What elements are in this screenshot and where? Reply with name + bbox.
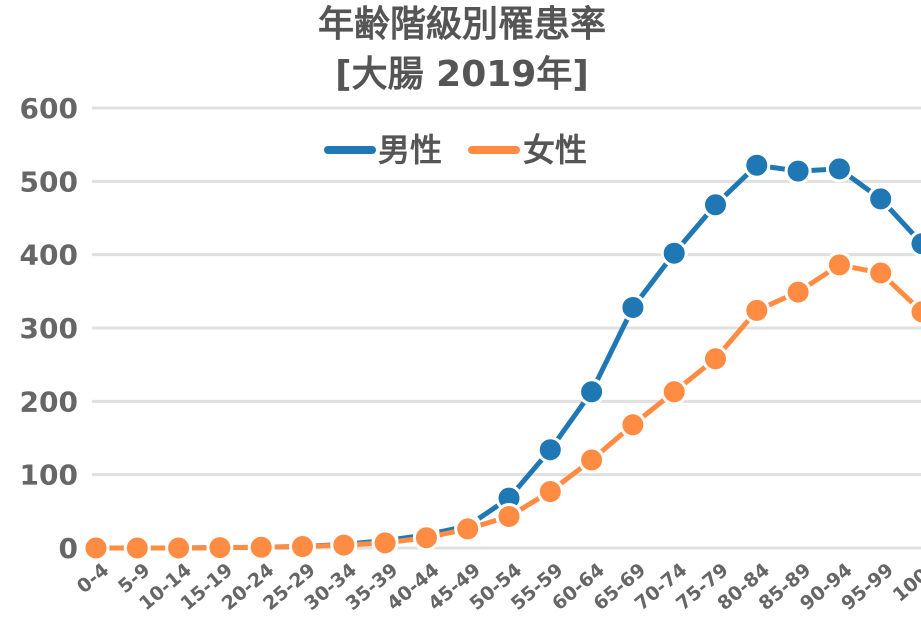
data-point [578,378,606,406]
data-point [247,533,275,561]
gridlines [92,106,921,550]
data-point [536,436,564,464]
legend: 男性 女性 [324,131,587,169]
data-point [825,155,853,183]
x-tick-label: 100- [889,559,921,606]
data-point [867,259,895,287]
data-point [784,157,812,185]
data-point [454,515,482,543]
x-tick-label: 0-4 [73,559,113,598]
data-point [206,534,234,562]
data-point [371,529,399,557]
legend-label-male: 男性 [378,131,442,169]
data-point [702,191,729,219]
data-point [908,298,921,326]
series-layer [82,151,921,562]
data-point [536,478,564,506]
data-point [412,524,440,552]
data-point [825,251,853,279]
y-tick-label: 200 [20,385,78,418]
data-point [743,151,771,179]
data-point [619,293,647,321]
data-point [743,296,771,324]
y-tick-label: 600 [20,92,78,125]
data-point [82,534,110,562]
chart-subtitle: [大腸 2019年] [335,54,589,95]
y-tick-label: 400 [20,239,78,272]
data-point [619,411,647,439]
data-point [289,533,316,561]
data-point [578,446,606,474]
legend-label-female: 女性 [523,131,587,169]
data-point [867,185,895,213]
y-axis-ticks: 0 100 200 300 400 500 600 [20,92,78,565]
data-point [784,278,812,306]
y-tick-label: 100 [20,459,78,492]
data-point [330,531,358,559]
y-tick-label: 300 [20,312,78,345]
data-point [908,230,921,258]
chart-title: 年齢階級別罹患率 [318,4,606,45]
data-point [660,378,688,406]
data-point [165,534,193,562]
y-tick-label: 500 [20,165,78,198]
y-tick-label: 0 [59,532,78,565]
data-point [702,345,729,373]
data-point [123,534,151,562]
x-axis-ticks: 0-4 5-910-1415-1920-2425-2930-3435-3940-4… [73,559,921,615]
data-point [495,502,523,530]
data-point [660,239,688,267]
